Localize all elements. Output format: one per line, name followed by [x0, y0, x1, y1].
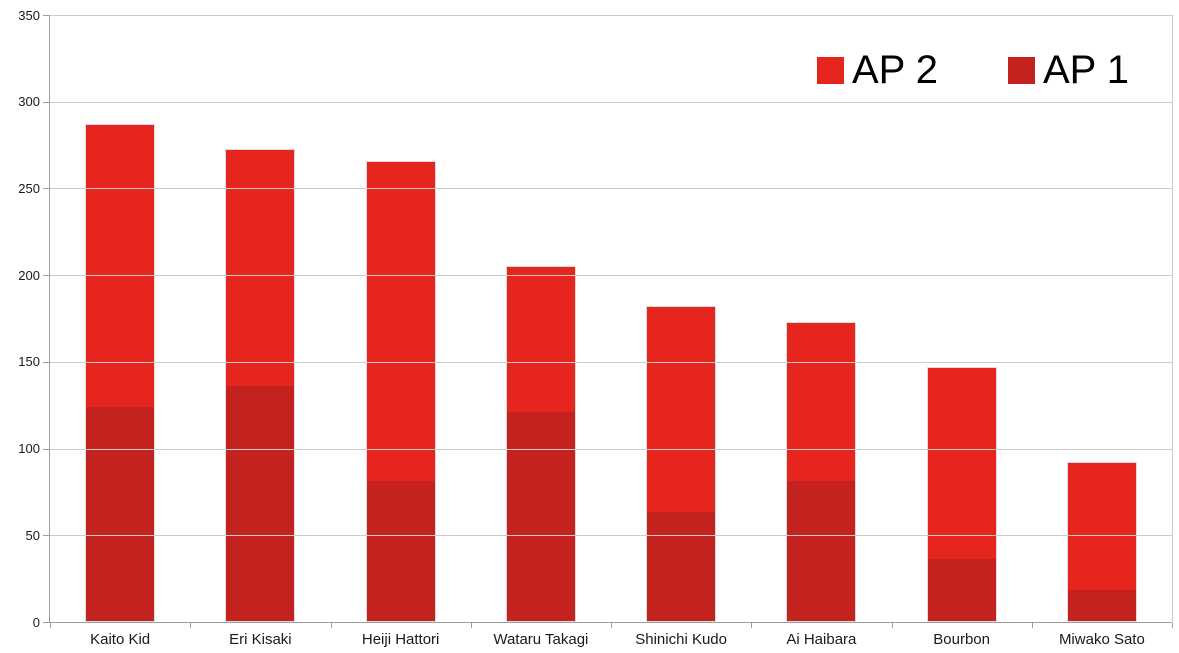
y-axis-tick-300 — [43, 101, 50, 103]
bar-segment-ap-1 — [226, 386, 295, 621]
x-axis-label-1: Eri Kisaki — [229, 631, 292, 648]
x-axis-tick-5 — [751, 623, 753, 628]
bar-segment-ap-2 — [366, 161, 435, 482]
gridline-300 — [50, 101, 1172, 103]
bar-segment-ap-2 — [1067, 463, 1136, 591]
gridline-100 — [50, 448, 1172, 450]
x-axis-tick-7 — [1031, 623, 1033, 628]
gridline-50 — [50, 535, 1172, 537]
bar-segment-ap-2 — [787, 322, 856, 482]
y-axis-tick-0 — [43, 622, 50, 623]
legend: AP 2 AP 1 — [817, 47, 1129, 93]
legend-label-ap2: AP 2 — [852, 48, 938, 92]
y-axis-tick-50 — [43, 535, 50, 537]
x-axis-tick-2 — [330, 623, 332, 628]
x-axis-tick-6 — [891, 623, 893, 628]
y-axis-tick-250 — [43, 188, 50, 190]
bar-segment-ap-2 — [86, 125, 155, 407]
y-axis-label-350: 350 — [18, 7, 40, 23]
x-axis-label-5: Ai Haibara — [786, 631, 857, 648]
y-axis-label-0: 0 — [32, 614, 40, 630]
plot-right-border — [1172, 15, 1173, 622]
y-axis-tick-150 — [43, 361, 50, 363]
y-axis-label-50: 50 — [25, 527, 40, 543]
y-axis-line — [49, 15, 50, 622]
x-axis-label-2: Heiji Hattori — [361, 631, 440, 648]
x-axis-tick-0 — [50, 623, 51, 628]
y-axis-label-200: 200 — [18, 267, 40, 283]
gridline-350 — [50, 15, 1172, 16]
x-axis-tick-4 — [611, 623, 612, 628]
x-axis-label-7: Miwako Sato — [1058, 631, 1145, 648]
y-axis-tick-200 — [43, 275, 50, 277]
bar-segment-ap-1 — [366, 481, 435, 621]
legend-entry-ap1: AP 1 — [1008, 47, 1129, 93]
gridline-150 — [50, 361, 1172, 363]
x-axis-label-4: Shinichi Kudo — [635, 631, 727, 648]
x-axis-tick-1 — [190, 623, 192, 628]
y-axis-label-250: 250 — [18, 180, 40, 196]
legend-swatch-ap2-icon — [817, 56, 844, 84]
x-axis-tick-3 — [470, 623, 472, 628]
x-axis-tick-8 — [1172, 623, 1173, 628]
bar-segment-ap-2 — [226, 149, 295, 387]
bar-eri-kisaki — [225, 148, 296, 622]
gridline-200 — [50, 275, 1172, 277]
legend-swatch-ap1-icon — [1008, 56, 1035, 84]
x-axis-line — [43, 622, 1172, 623]
bar-wataru-takagi — [505, 266, 576, 622]
x-axis-label-3: Wataru Takagi — [493, 631, 589, 648]
bar-kaito-kid — [85, 124, 156, 622]
bar-miwako-sato — [1066, 462, 1137, 622]
bar-heiji-hattori — [365, 160, 436, 622]
bar-segment-ap-2 — [647, 307, 716, 513]
bar-bourbon — [926, 367, 997, 622]
gridline-250 — [50, 188, 1172, 190]
legend-label-ap1: AP 1 — [1043, 48, 1129, 92]
bar-shinichi-kudo — [646, 306, 717, 622]
legend-entry-ap2: AP 2 — [817, 47, 938, 93]
y-axis-label-100: 100 — [18, 441, 40, 457]
bar-segment-ap-2 — [927, 368, 996, 560]
bar-segment-ap-1 — [1067, 590, 1136, 621]
bar-segment-ap-1 — [86, 406, 155, 621]
y-axis-label-150: 150 — [18, 354, 40, 370]
bar-ai-haibara — [786, 321, 857, 622]
bar-segment-ap-1 — [787, 481, 856, 621]
x-axis-label-6: Bourbon — [933, 631, 990, 648]
bar-segment-ap-2 — [506, 267, 575, 413]
x-axis-label-0: Kaito Kid — [90, 631, 151, 648]
bar-segment-ap-1 — [647, 512, 716, 621]
y-axis-label-300: 300 — [18, 94, 40, 110]
y-axis-tick-100 — [43, 448, 50, 450]
bar-segment-ap-1 — [927, 559, 996, 621]
bar-segment-ap-1 — [506, 412, 575, 621]
y-axis-tick-350 — [43, 15, 50, 16]
